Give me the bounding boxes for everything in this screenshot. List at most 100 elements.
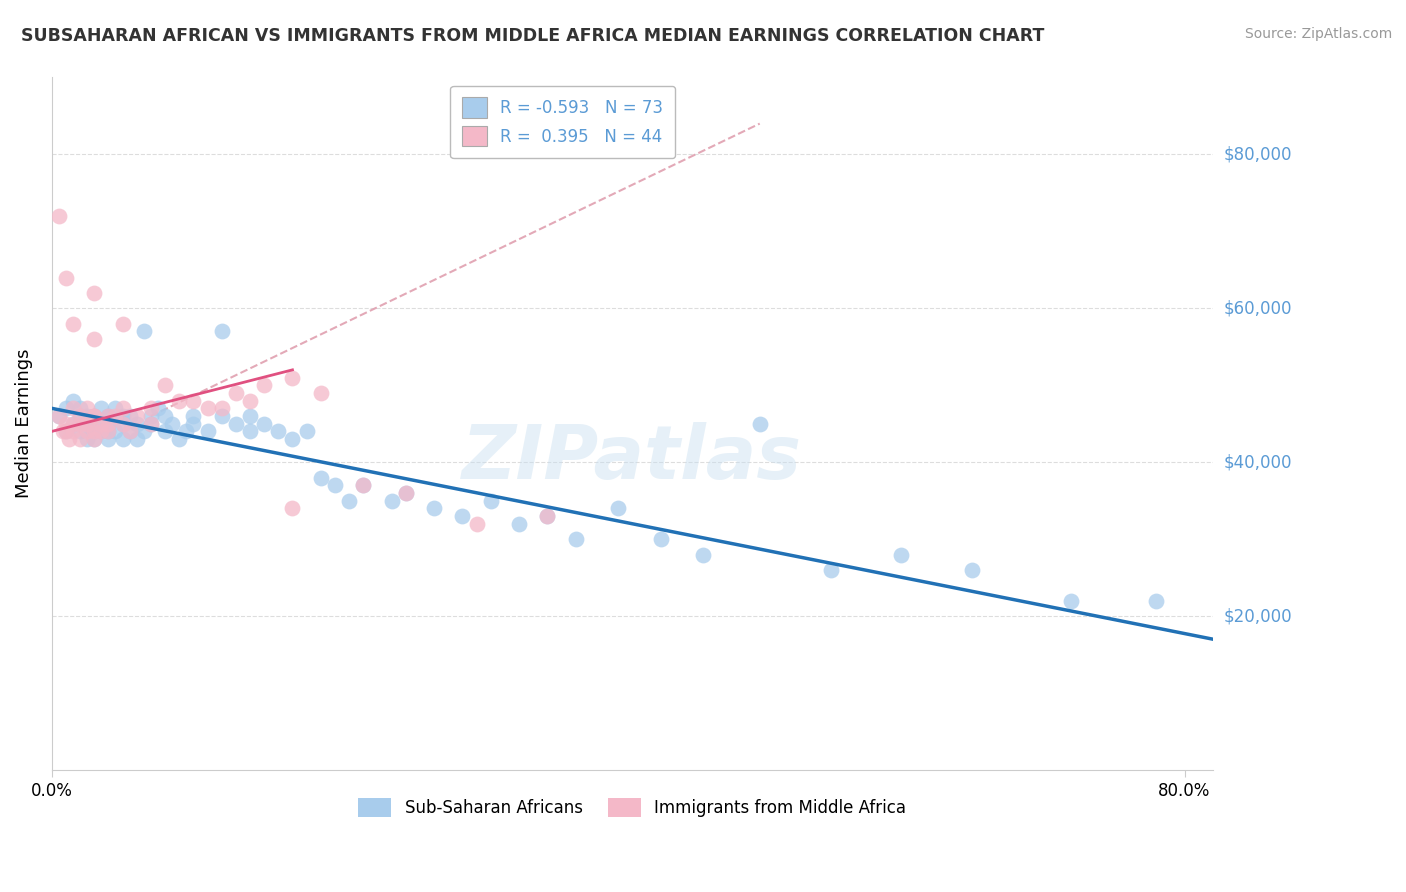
Point <box>167 393 190 408</box>
Point <box>55 401 77 416</box>
Point <box>139 417 162 431</box>
Point <box>211 401 233 416</box>
Point <box>52 425 75 439</box>
Point <box>1060 593 1083 607</box>
Text: $20,000: $20,000 <box>1225 607 1292 625</box>
Point <box>451 509 474 524</box>
Point <box>111 401 134 416</box>
Point <box>58 432 80 446</box>
Text: $80,000: $80,000 <box>1225 145 1292 163</box>
Point <box>55 417 77 431</box>
Point <box>55 270 77 285</box>
Point <box>692 548 714 562</box>
Point <box>820 563 842 577</box>
Point <box>83 417 105 431</box>
Text: $60,000: $60,000 <box>1225 300 1292 318</box>
Point <box>76 401 98 416</box>
Point <box>97 425 120 439</box>
Point <box>508 516 530 531</box>
Point <box>69 409 91 423</box>
Point <box>104 409 127 423</box>
Point <box>267 425 290 439</box>
Point <box>211 324 233 338</box>
Point <box>139 409 162 423</box>
Point <box>90 417 112 431</box>
Point <box>167 432 190 446</box>
Point <box>536 509 558 524</box>
Point <box>48 209 70 223</box>
Point <box>146 401 169 416</box>
Point <box>118 425 141 439</box>
Point <box>90 425 112 439</box>
Point <box>111 409 134 423</box>
Point <box>960 563 983 577</box>
Point <box>536 509 558 524</box>
Point <box>118 425 141 439</box>
Point <box>83 409 105 423</box>
Legend: Sub-Saharan Africans, Immigrants from Middle Africa: Sub-Saharan Africans, Immigrants from Mi… <box>352 791 912 824</box>
Point <box>48 409 70 423</box>
Point <box>281 432 304 446</box>
Point <box>111 417 134 431</box>
Point <box>69 409 91 423</box>
Point <box>564 532 586 546</box>
Point <box>352 478 374 492</box>
Point <box>225 386 247 401</box>
Point <box>183 417 205 431</box>
Point <box>465 516 488 531</box>
Point <box>125 409 148 423</box>
Point <box>153 409 176 423</box>
Point <box>76 425 98 439</box>
Point <box>381 493 404 508</box>
Point <box>139 417 162 431</box>
Point <box>253 378 276 392</box>
Point <box>69 432 91 446</box>
Point <box>111 417 134 431</box>
Point <box>83 425 105 439</box>
Text: $40,000: $40,000 <box>1225 453 1292 471</box>
Point <box>239 409 262 423</box>
Point <box>174 425 197 439</box>
Point <box>125 432 148 446</box>
Point <box>890 548 912 562</box>
Point <box>395 486 418 500</box>
Point <box>132 425 155 439</box>
Point <box>253 417 276 431</box>
Point <box>183 409 205 423</box>
Point <box>83 432 105 446</box>
Point <box>97 409 120 423</box>
Point <box>76 417 98 431</box>
Point <box>90 425 112 439</box>
Point <box>239 393 262 408</box>
Point <box>55 425 77 439</box>
Point <box>111 317 134 331</box>
Point <box>69 425 91 439</box>
Point <box>62 401 84 416</box>
Point <box>479 493 502 508</box>
Point <box>211 409 233 423</box>
Text: Source: ZipAtlas.com: Source: ZipAtlas.com <box>1244 27 1392 41</box>
Point <box>111 432 134 446</box>
Point <box>62 425 84 439</box>
Point <box>153 378 176 392</box>
Point <box>48 409 70 423</box>
Point <box>55 425 77 439</box>
Point <box>239 425 262 439</box>
Point <box>69 401 91 416</box>
Point <box>423 501 446 516</box>
Y-axis label: Median Earnings: Median Earnings <box>15 349 32 499</box>
Point <box>97 417 120 431</box>
Point <box>309 386 332 401</box>
Point <box>90 401 112 416</box>
Point <box>76 417 98 431</box>
Point <box>337 493 360 508</box>
Point <box>607 501 630 516</box>
Point <box>62 417 84 431</box>
Point <box>62 317 84 331</box>
Point <box>97 425 120 439</box>
Point <box>309 470 332 484</box>
Point <box>83 409 105 423</box>
Point <box>197 401 219 416</box>
Point <box>139 401 162 416</box>
Point <box>295 425 318 439</box>
